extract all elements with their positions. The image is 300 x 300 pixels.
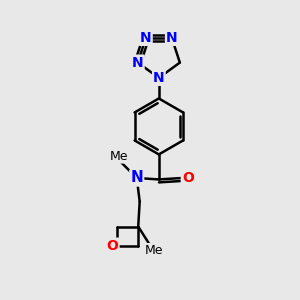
- Text: Me: Me: [110, 150, 128, 163]
- Text: N: N: [130, 170, 143, 185]
- Text: N: N: [153, 71, 165, 85]
- Text: Me: Me: [145, 244, 163, 256]
- Text: N: N: [140, 31, 152, 45]
- Text: O: O: [182, 171, 194, 185]
- Text: N: N: [132, 56, 144, 70]
- Text: N: N: [166, 31, 178, 45]
- Text: O: O: [107, 238, 118, 253]
